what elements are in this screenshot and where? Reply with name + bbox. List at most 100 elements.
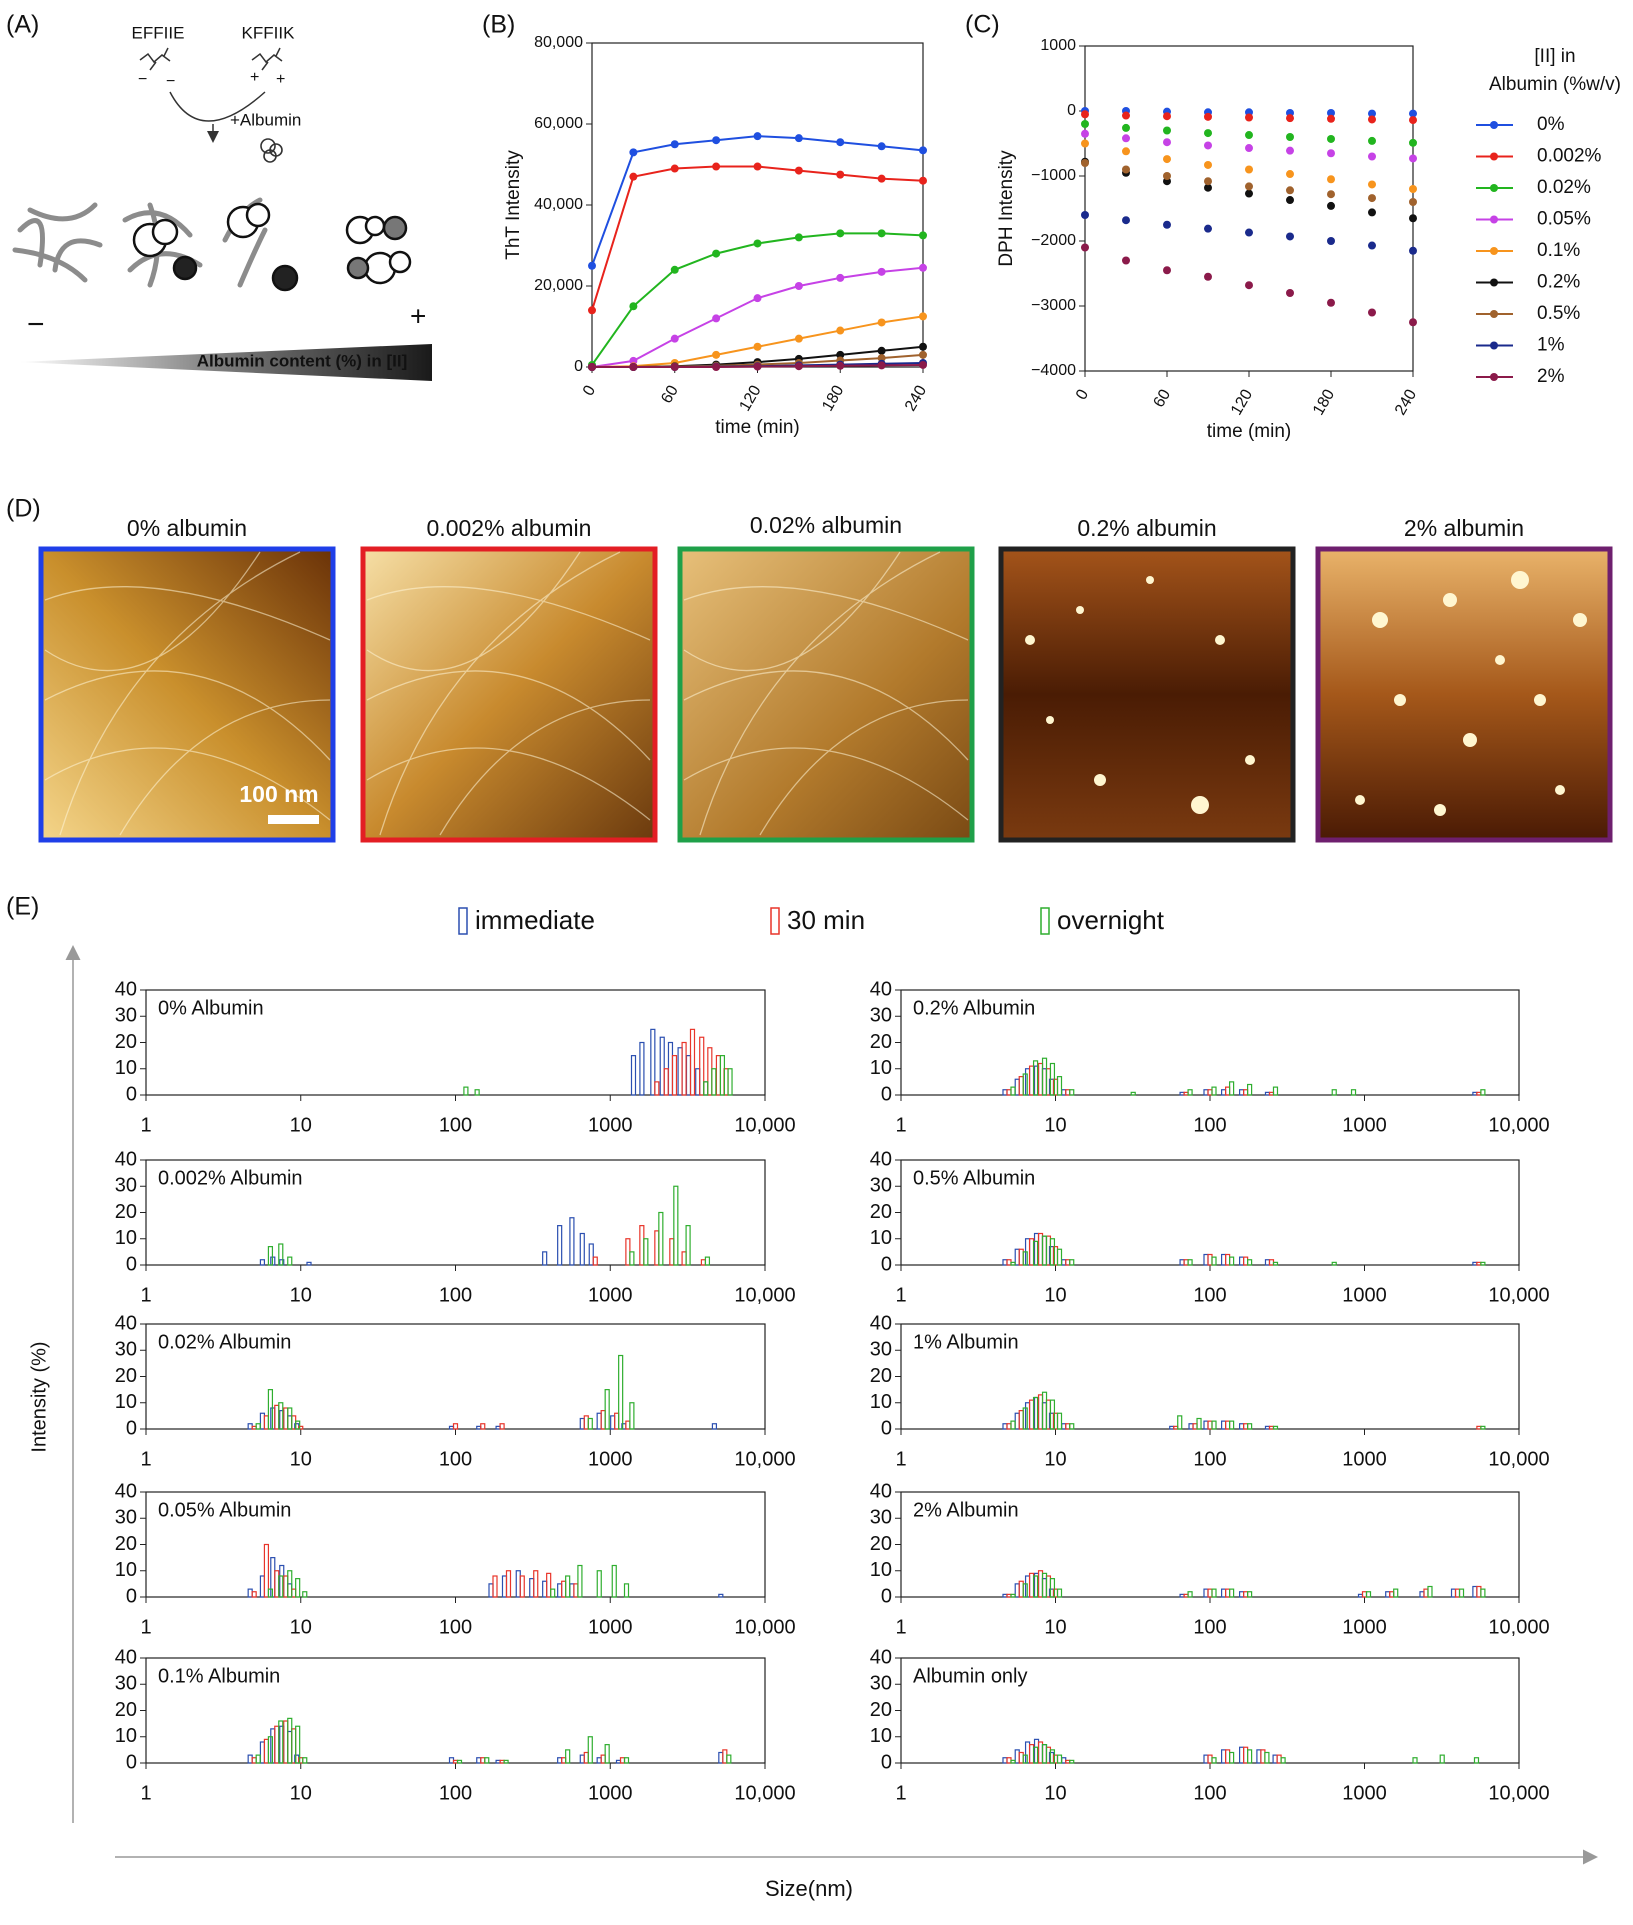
legend-marker xyxy=(1490,310,1498,318)
panel-label: (C) xyxy=(965,11,1000,39)
x-tick-label: 1000 xyxy=(1342,1448,1387,1470)
data-point xyxy=(919,342,927,351)
data-point xyxy=(1163,266,1171,275)
y-tick-label: 40 xyxy=(115,1480,137,1502)
peptide-label: EFFIIE xyxy=(132,23,185,42)
bar xyxy=(587,1417,593,1430)
legend-label: immediate xyxy=(475,905,595,935)
x-tick-label: 10,000 xyxy=(1488,1448,1549,1470)
bar xyxy=(1229,1751,1235,1764)
data-point xyxy=(712,162,721,171)
data-point xyxy=(1204,129,1212,138)
bar xyxy=(1010,1261,1016,1266)
bar xyxy=(488,1583,494,1598)
chart: 0 10 20 30 40 1 10 100 1000 10,000 0.02% Albumin xyxy=(115,1312,796,1470)
chart: 0 10 20 30 40 1 10 100 1000 10,000 0.05% Albumin xyxy=(115,1480,796,1638)
data-point xyxy=(670,363,679,371)
legend-marker xyxy=(1490,341,1498,350)
data-point xyxy=(1327,114,1335,123)
data-point xyxy=(588,363,596,371)
bar xyxy=(1032,1396,1039,1430)
y-tick-label: 20 xyxy=(115,1533,137,1555)
x-tick-label: 1000 xyxy=(1342,1284,1387,1306)
micrograph-title: 0.2% albumin xyxy=(1077,515,1216,541)
bar xyxy=(1130,1091,1136,1096)
chart: 0 10 20 30 40 1 10 100 1000 10,000 0.002% Albumin xyxy=(115,1148,796,1306)
data-point xyxy=(1163,172,1171,180)
plot-frame xyxy=(1084,45,1414,372)
x-tick-label: 1 xyxy=(895,1616,906,1638)
scale-bar xyxy=(268,815,319,824)
y-tick-label: 40 xyxy=(115,1312,137,1334)
bar xyxy=(278,1720,284,1764)
x-tick-label: 1 xyxy=(140,1284,151,1306)
data-point xyxy=(1122,134,1130,143)
legend-label: 2% xyxy=(1537,366,1565,387)
bar xyxy=(1229,1081,1235,1096)
bar xyxy=(1022,1251,1028,1266)
data-point xyxy=(712,350,721,359)
y-tick-label: 40 xyxy=(870,1312,892,1334)
y-tick-label: 0 xyxy=(881,1585,892,1607)
x-tick-label: 1 xyxy=(140,1616,151,1638)
x-tick-label: 100 xyxy=(439,1782,472,1804)
bar xyxy=(623,1583,630,1598)
data-point xyxy=(1368,109,1376,118)
bar xyxy=(1187,1259,1193,1266)
bar xyxy=(499,1423,505,1430)
legend-title: Albumin (%w/v) xyxy=(1489,74,1621,95)
bar xyxy=(278,1402,284,1430)
bar xyxy=(456,1759,463,1764)
data-point xyxy=(753,132,762,141)
legend-marker xyxy=(1490,215,1498,224)
bar xyxy=(579,1232,585,1266)
x-tick-label: 1000 xyxy=(588,1448,633,1470)
data-point xyxy=(1327,237,1335,245)
bar xyxy=(1196,1417,1202,1430)
bar xyxy=(267,1736,274,1764)
data-point xyxy=(1204,160,1212,169)
bar xyxy=(718,1593,724,1598)
data-point xyxy=(1327,201,1335,210)
chart: 0 20,000 40,000 60,000 80,000 0 60 120 180 240 ThT… xyxy=(503,34,930,438)
bar xyxy=(1022,1407,1028,1430)
bar xyxy=(287,1407,293,1430)
bar xyxy=(1331,1261,1337,1266)
data-point xyxy=(1327,134,1335,143)
data-point xyxy=(919,360,927,369)
x-tick-label: 10 xyxy=(290,1114,312,1136)
data-point xyxy=(1286,133,1294,141)
chart: 0 10 20 30 40 1 10 100 1000 10,000 Albumin only xyxy=(870,1646,1550,1804)
bar xyxy=(259,1412,266,1430)
bar xyxy=(278,1243,284,1266)
bar xyxy=(604,1744,610,1764)
y-tick-label: 20 xyxy=(870,1365,892,1387)
data-point xyxy=(919,312,927,321)
data-point xyxy=(1368,241,1376,250)
data-point xyxy=(1327,149,1335,158)
bar xyxy=(1412,1757,1418,1764)
data-point xyxy=(1409,246,1417,255)
bar xyxy=(1032,1575,1039,1598)
micrograph xyxy=(998,546,1296,843)
bar xyxy=(592,1256,598,1266)
x-axis-label: Size(nm) xyxy=(765,1876,853,1901)
x-tick-label: 10,000 xyxy=(734,1782,795,1804)
y-tick-label: 80,000 xyxy=(534,34,583,51)
data-point xyxy=(670,265,679,274)
panel-title: 0.002% Albumin xyxy=(158,1167,303,1189)
x-tick-label: 10,000 xyxy=(734,1448,795,1470)
bar xyxy=(1480,1588,1486,1598)
mix-arrow xyxy=(169,91,266,122)
y-tick-label: 20 xyxy=(870,1031,892,1053)
data-point xyxy=(1204,112,1212,121)
plot-frame xyxy=(591,42,924,368)
data-point xyxy=(1409,214,1417,223)
scale-bar-label: 100 nm xyxy=(239,781,318,807)
legend-marker xyxy=(1490,121,1498,129)
data-point xyxy=(588,261,596,270)
y-tick-label: 20 xyxy=(115,1201,137,1223)
legend-marker xyxy=(1490,278,1498,287)
x-axis-label: time (min) xyxy=(715,417,799,438)
y-tick-label: 20 xyxy=(115,1365,137,1387)
